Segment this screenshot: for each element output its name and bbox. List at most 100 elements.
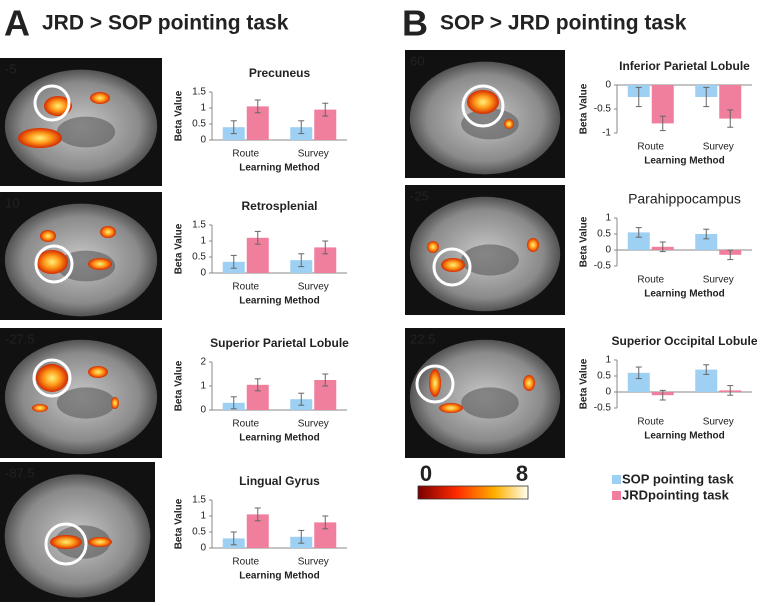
- y-tick-label: 0: [200, 543, 206, 554]
- activation-blob: [50, 535, 82, 549]
- x-axis-label: Learning Method: [644, 156, 725, 167]
- y-tick-label: 1: [200, 511, 206, 522]
- y-tick-label: -0.5: [594, 104, 612, 115]
- y-axis-label: Beta Value: [174, 90, 185, 141]
- roi-circle: [33, 84, 71, 122]
- y-tick-label: 1: [200, 103, 206, 114]
- y-axis-label: Beta Value: [174, 498, 185, 549]
- bar: [719, 85, 742, 119]
- panel-letter: B: [402, 3, 428, 44]
- bar: [627, 372, 650, 392]
- y-tick-label: 1: [605, 213, 611, 224]
- legend-swatch: [612, 491, 621, 500]
- y-tick-label: -0.5: [594, 403, 612, 414]
- y-tick-label: 0.5: [192, 527, 206, 538]
- x-axis-label: Learning Method: [239, 163, 320, 174]
- activation-blob: [36, 250, 68, 274]
- x-tick-label: Survey: [298, 557, 329, 568]
- slice-label: -27.5: [5, 331, 35, 346]
- activation-blob: [467, 90, 499, 114]
- bar: [314, 109, 337, 140]
- bar: [695, 369, 718, 392]
- y-axis-label: Beta Value: [174, 223, 185, 274]
- y-tick-label: 0: [200, 268, 206, 279]
- activation-blob: [90, 92, 110, 104]
- bar: [246, 106, 269, 140]
- slice-label: -25: [410, 188, 429, 203]
- y-axis-label: Beta Value: [174, 360, 185, 411]
- x-tick-label: Survey: [703, 417, 734, 428]
- brain-image: -87.5: [0, 462, 155, 602]
- chart-title: Retrosplenial: [241, 199, 317, 213]
- bar: [651, 85, 674, 124]
- x-tick-label: Survey: [703, 142, 734, 153]
- activation-blob: [523, 375, 535, 391]
- x-tick-label: Survey: [298, 149, 329, 160]
- bar: [314, 522, 337, 548]
- bar: [314, 247, 337, 273]
- brain-image: -27.5: [0, 328, 162, 458]
- y-tick-label: 0: [605, 245, 611, 256]
- y-tick-label: 0.5: [597, 229, 611, 240]
- chart-title: Parahippocampus: [628, 191, 741, 207]
- y-tick-label: 2: [200, 357, 206, 368]
- chart-title: Lingual Gyrus: [239, 474, 320, 488]
- slice-label: 60: [410, 53, 424, 68]
- y-tick-label: -0.5: [594, 261, 612, 272]
- brain-image: 60: [405, 50, 565, 178]
- x-axis-label: Learning Method: [239, 433, 320, 444]
- y-tick-label: 1: [200, 381, 206, 392]
- slice-label: 22.5: [410, 331, 435, 346]
- roi-circle: [32, 358, 72, 398]
- x-axis-label: Learning Method: [644, 431, 725, 442]
- x-tick-label: Route: [637, 275, 664, 286]
- colorbar-label: 0: [420, 461, 432, 486]
- activation-blob: [88, 537, 112, 547]
- x-tick-label: Survey: [298, 419, 329, 430]
- brain-inner: [54, 525, 111, 559]
- activation-blob: [88, 366, 108, 378]
- bar: [246, 384, 269, 410]
- x-axis-label: Learning Method: [239, 296, 320, 307]
- y-tick-label: 1: [200, 236, 206, 247]
- brain-inner: [461, 244, 519, 276]
- roi-circle: [415, 364, 455, 404]
- bar: [314, 380, 337, 410]
- activation-blob: [18, 128, 62, 148]
- panel-title: SOP > JRD pointing task: [440, 12, 687, 35]
- x-tick-label: Route: [637, 417, 664, 428]
- roi-circle: [44, 522, 88, 566]
- y-tick-label: 0: [200, 135, 206, 146]
- activation-blob: [44, 96, 72, 116]
- brain-image: -5: [0, 58, 162, 186]
- x-tick-label: Route: [232, 282, 259, 293]
- y-tick-label: 0: [605, 80, 611, 91]
- roi-circle: [461, 84, 505, 128]
- brain-inner: [461, 387, 519, 419]
- y-axis-label: Beta Value: [579, 358, 590, 409]
- chart-title: Superior Parietal Lobule: [210, 336, 349, 350]
- panel-letter: A: [4, 3, 30, 44]
- brain-inner: [56, 387, 116, 419]
- bar: [627, 232, 650, 250]
- x-tick-label: Route: [232, 419, 259, 430]
- activation-blob: [36, 364, 68, 392]
- chart-title: Inferior Parietal Lobule: [619, 59, 750, 73]
- brain-image: 22.5: [405, 328, 565, 458]
- legend-swatch: [612, 475, 621, 484]
- activation-blob: [504, 119, 514, 129]
- activation-blob: [427, 241, 439, 253]
- x-tick-label: Route: [232, 149, 259, 160]
- slice-label: -5: [5, 61, 17, 76]
- roi-circle: [34, 244, 74, 284]
- activation-blob: [32, 404, 48, 412]
- slice-label: -87.5: [5, 465, 35, 480]
- y-tick-label: 1.5: [192, 220, 206, 231]
- y-tick-label: 0.5: [192, 252, 206, 263]
- activation-blob: [100, 226, 116, 238]
- y-tick-label: 1.5: [192, 495, 206, 506]
- x-tick-label: Survey: [703, 275, 734, 286]
- activation-blob: [111, 397, 119, 409]
- y-tick-label: -1: [602, 128, 611, 139]
